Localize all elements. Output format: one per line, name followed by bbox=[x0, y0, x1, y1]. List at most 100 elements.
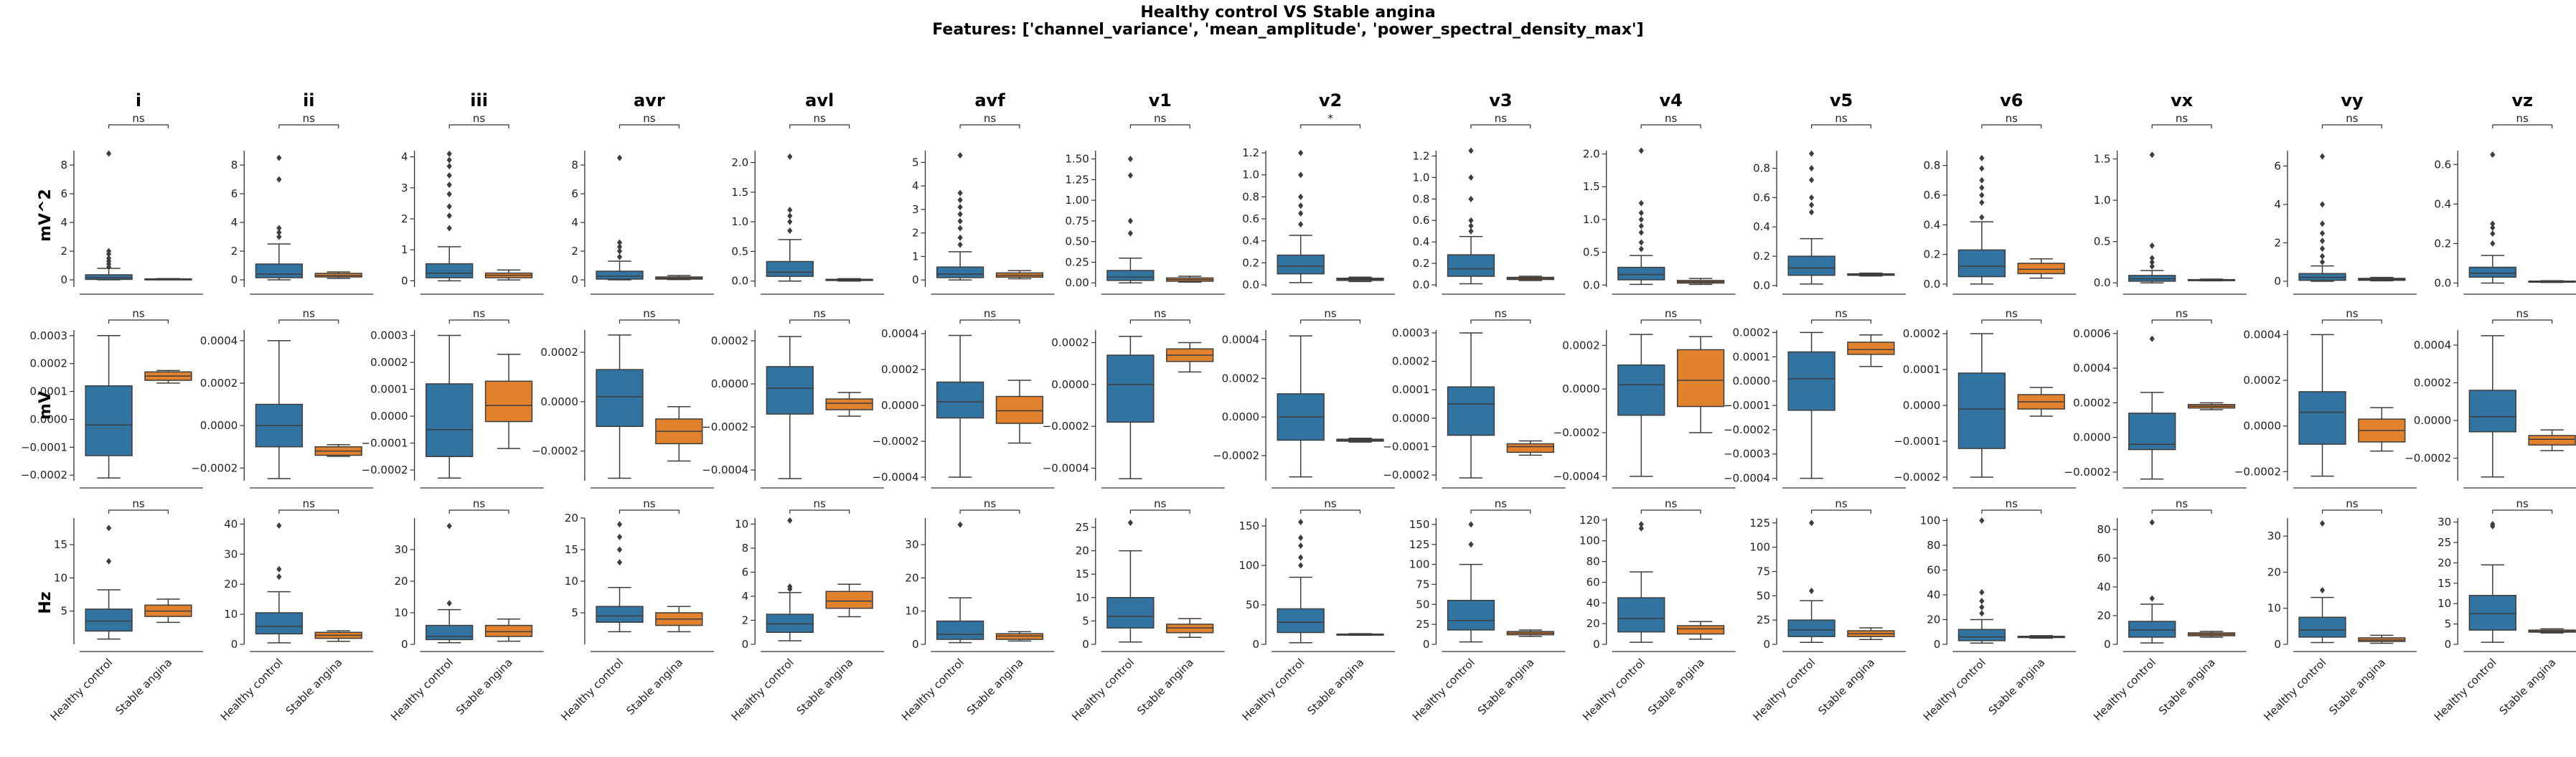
box-stable-angina bbox=[655, 275, 703, 281]
y-tick-label: 50 bbox=[1757, 589, 1770, 602]
y-tick-label: 0.0000 bbox=[1903, 399, 1941, 412]
y-tick-label: 0.0003 bbox=[370, 329, 408, 342]
y-tick-label: 1.00 bbox=[1065, 194, 1089, 207]
box-body bbox=[1617, 266, 1665, 281]
y-tick-label: 5 bbox=[60, 605, 67, 618]
outlier-point bbox=[787, 207, 793, 214]
box-body bbox=[1617, 364, 1665, 416]
row-label-3: Hz bbox=[37, 591, 55, 613]
y-tick-label: −0.0004 bbox=[1043, 462, 1089, 475]
outlier-point bbox=[957, 225, 963, 232]
outlier-point bbox=[1638, 147, 1644, 154]
significance-label: ns bbox=[1835, 112, 1848, 125]
box-healthy-control bbox=[2468, 521, 2516, 643]
significance-label: * bbox=[1327, 112, 1333, 125]
outlier-point bbox=[1298, 149, 1304, 156]
box-healthy-control bbox=[426, 522, 474, 644]
box-body bbox=[1847, 342, 1895, 355]
box-body bbox=[766, 366, 814, 415]
y-tick-label: 20 bbox=[565, 512, 578, 525]
significance-label: ns bbox=[2516, 497, 2529, 510]
lead-column-iii: iii 0 1 2 3 4 ns −0.0002 −0.0001 0.0000 0.0001 0.00… bbox=[362, 90, 544, 723]
y-tick-label: 40 bbox=[224, 517, 238, 530]
y-tick-label: 0.0000 bbox=[2073, 431, 2111, 444]
box-healthy-control bbox=[1277, 519, 1325, 644]
y-tick-label: 0 bbox=[2445, 638, 2452, 651]
x-tick-label: Stable angina bbox=[624, 656, 685, 718]
y-tick-label: 20 bbox=[2267, 565, 2281, 578]
y-tick-label: 25 bbox=[1076, 521, 1089, 534]
box-body bbox=[484, 380, 533, 423]
y-tick-label: 1.0 bbox=[1413, 171, 1430, 184]
significance-label: ns bbox=[303, 497, 316, 510]
y-tick-label: 10 bbox=[1076, 591, 1089, 604]
outlier-point bbox=[1638, 525, 1644, 532]
box-stable-angina bbox=[1847, 627, 1895, 640]
outlier-point bbox=[1809, 194, 1815, 201]
x-tick-label: Healthy control bbox=[2261, 656, 2328, 723]
significance-label: ns bbox=[2346, 497, 2359, 510]
box-body bbox=[2128, 621, 2176, 638]
box-stable-angina bbox=[2187, 402, 2236, 410]
lead-title: v2 bbox=[1319, 90, 1342, 111]
box-body bbox=[85, 608, 133, 632]
y-tick-label: −0.0002 bbox=[1724, 423, 1770, 436]
box-body bbox=[2298, 391, 2346, 445]
significance-bracket bbox=[1981, 509, 2042, 514]
significance-label: ns bbox=[2346, 307, 2359, 320]
outlier-point bbox=[1127, 519, 1133, 527]
outlier-point bbox=[1468, 222, 1474, 230]
y-tick-label: 50 bbox=[1246, 598, 1259, 611]
subplot-v3-row1: 0.0 0.2 0.4 0.6 0.8 1.0 1.2 ns bbox=[1413, 112, 1566, 295]
significance-bracket bbox=[1129, 509, 1190, 514]
y-tick-label: 1.25 bbox=[1065, 173, 1089, 186]
y-tick-label: 0 bbox=[401, 638, 408, 651]
y-tick-label: 0.0000 bbox=[1562, 382, 1600, 395]
subplot-ii-row2: −0.0002 0.0000 0.0002 0.0004 ns bbox=[191, 307, 374, 489]
y-tick-label: 120 bbox=[1579, 514, 1600, 527]
outlier-point bbox=[2319, 520, 2326, 527]
outlier-point bbox=[106, 248, 112, 255]
y-tick-label: 4 bbox=[571, 216, 578, 229]
y-tick-label: 1.0 bbox=[1583, 213, 1600, 226]
box-body bbox=[766, 613, 814, 633]
significance-bracket bbox=[278, 509, 339, 514]
lead-column-avl: avl 0.0 0.5 1.0 1.5 2.0 ns −0.0004 −0.0002 0.0000… bbox=[702, 90, 885, 723]
y-tick-label: 25 bbox=[2438, 536, 2451, 549]
y-tick-label: 0.00 bbox=[1065, 276, 1089, 289]
y-tick-label: 0.0002 bbox=[2243, 374, 2281, 387]
y-tick-label: 0 bbox=[2104, 638, 2111, 651]
box-healthy-control bbox=[1787, 332, 1835, 479]
y-tick-label: 0.4 bbox=[2434, 197, 2451, 210]
row-label-1: mV^2 bbox=[37, 189, 55, 242]
y-tick-label: 0.6 bbox=[1923, 189, 1940, 202]
y-tick-label: 0.0002 bbox=[1733, 326, 1771, 339]
subplot-vx-row2: −0.0002 0.0000 0.0002 0.0004 0.0006 ns bbox=[2064, 307, 2247, 489]
y-tick-label: 10 bbox=[224, 608, 238, 621]
y-tick-label: −0.0003 bbox=[1724, 448, 1770, 461]
x-tick-label: Healthy control bbox=[218, 656, 286, 723]
outlier-point bbox=[1809, 519, 1815, 527]
y-tick-label: 0.0003 bbox=[1392, 326, 1430, 339]
y-tick-label: 15 bbox=[54, 538, 67, 551]
y-tick-label: 10 bbox=[565, 575, 578, 588]
y-tick-label: 0 bbox=[401, 274, 408, 287]
y-tick-label: 0.0002 bbox=[2073, 396, 2111, 409]
x-tick-label: Healthy control bbox=[1069, 656, 1137, 723]
outlier-point bbox=[276, 176, 282, 183]
significance-bracket bbox=[1640, 124, 1701, 128]
outlier-point bbox=[616, 253, 623, 260]
outlier-point bbox=[1979, 598, 1985, 605]
y-tick-label: 60 bbox=[1927, 563, 1940, 576]
outlier-point bbox=[957, 197, 963, 204]
y-tick-label: 3 bbox=[401, 182, 408, 194]
y-tick-label: −0.0002 bbox=[872, 435, 918, 448]
x-tick-label: Healthy control bbox=[1750, 656, 1818, 723]
significance-label: ns bbox=[303, 307, 316, 320]
lead-column-vx: vx 0.0 0.5 1.0 1.5 ns −0.0002 0.0000 0.0002 0.000… bbox=[2064, 90, 2247, 723]
y-tick-label: 40 bbox=[1587, 596, 1600, 609]
y-tick-label: 0.4 bbox=[1923, 218, 1940, 231]
lead-title: ii bbox=[303, 90, 314, 111]
outlier-point bbox=[2490, 220, 2496, 227]
y-tick-label: 0.6 bbox=[2434, 158, 2451, 171]
